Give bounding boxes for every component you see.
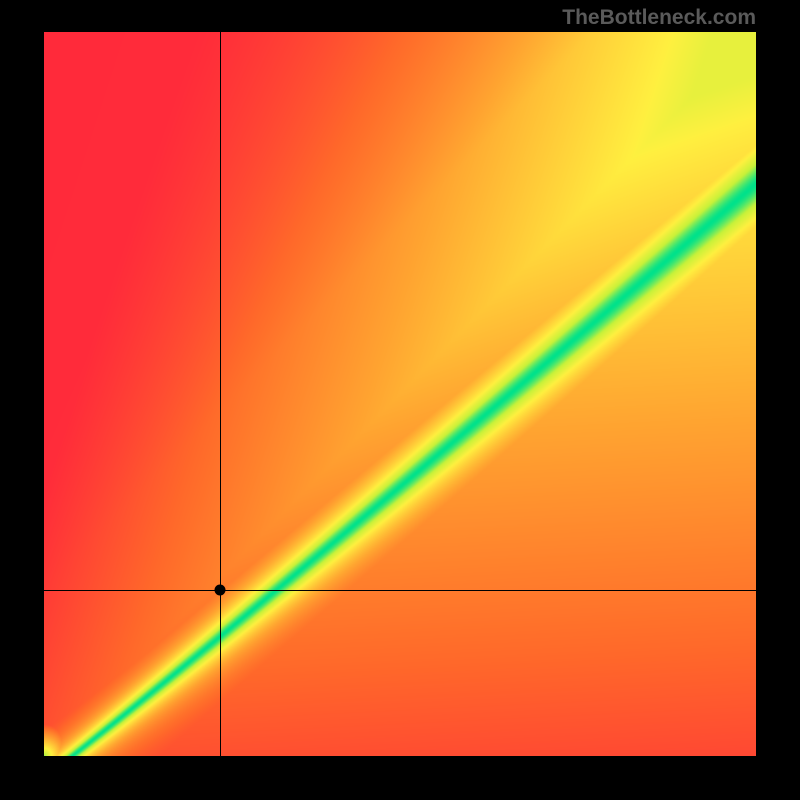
- plot-area: [44, 32, 756, 756]
- crosshair-vertical: [220, 32, 221, 756]
- crosshair-horizontal: [44, 590, 756, 591]
- watermark-text: TheBottleneck.com: [562, 6, 756, 30]
- selection-marker: [215, 585, 226, 596]
- heatmap-canvas: [44, 32, 756, 756]
- chart-container: TheBottleneck.com: [0, 0, 800, 800]
